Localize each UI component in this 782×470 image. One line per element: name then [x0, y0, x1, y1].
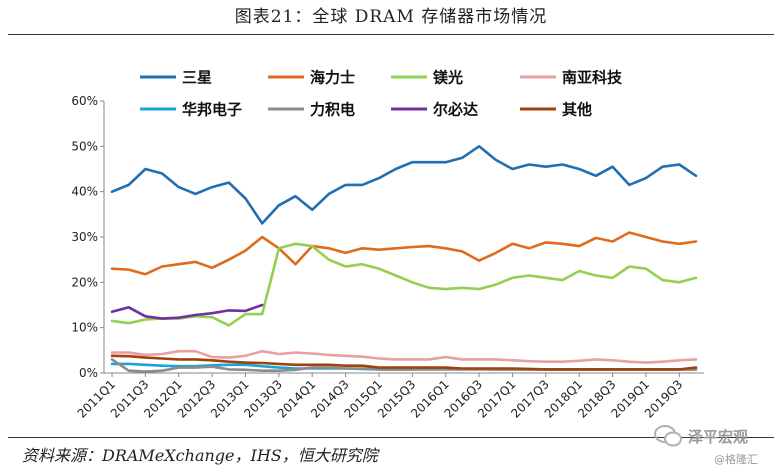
- y-tick-label: 0%: [79, 366, 98, 380]
- legend-label-1: 海力士: [310, 69, 355, 87]
- legend-label-0: 三星: [182, 69, 212, 87]
- legend-label-6: 尔必达: [433, 101, 478, 119]
- series-line-2: [110, 242, 698, 327]
- top-rule: [8, 34, 774, 35]
- legend-label-5: 力积电: [310, 101, 355, 119]
- series-line-7: [110, 354, 698, 371]
- y-tick-label: 50%: [71, 139, 98, 153]
- y-tick-label: 60%: [71, 94, 98, 108]
- wechat-icon: [654, 424, 682, 452]
- y-tick-label: 30%: [71, 230, 98, 244]
- x-axis: 2011Q12011Q32012Q12012Q32013Q12013Q32014…: [75, 372, 704, 421]
- source-note: 资料来源：DRAMeXchange，IHS，恒大研究院: [22, 446, 378, 465]
- watermark-brand: 泽平宏观: [688, 428, 749, 446]
- legend-label-7: 其他: [562, 101, 592, 119]
- y-tick-label: 10%: [71, 321, 98, 335]
- legend-label-3: 南亚科技: [562, 69, 623, 87]
- series-line-3: [110, 349, 698, 364]
- series-line-6: [110, 303, 264, 320]
- bottom-rule: [8, 437, 774, 438]
- y-axis: 0% 10% 20% 30% 40% 50% 60%: [71, 94, 105, 380]
- series-line-1: [110, 231, 698, 276]
- watermark-sub: @格隆汇: [714, 453, 758, 466]
- series-line-0: [110, 145, 698, 225]
- y-tick-label: 20%: [71, 275, 98, 289]
- series-layer: [110, 145, 698, 373]
- y-tick-label: 40%: [71, 185, 98, 199]
- legend-label-4: 华邦电子: [182, 101, 242, 119]
- legend-label-2: 镁光: [433, 69, 463, 87]
- chart-title: 图表21：全球 DRAM 存储器市场情况: [234, 7, 548, 27]
